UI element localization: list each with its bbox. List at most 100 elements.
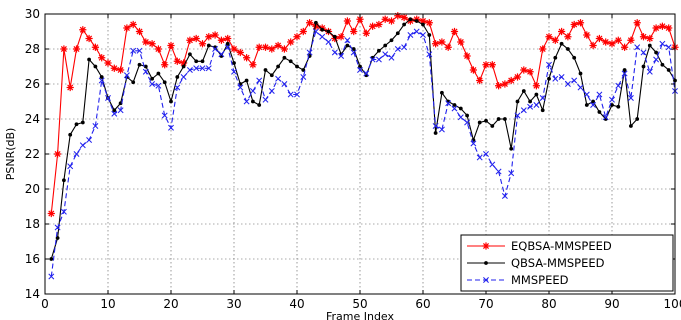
data-point xyxy=(300,74,307,80)
data-point xyxy=(136,47,143,54)
data-point xyxy=(205,65,212,72)
data-point xyxy=(79,26,87,34)
legend: EQBSA-MMSPEED QBSA-MMSPEED MMSPEED xyxy=(460,234,674,292)
data-point xyxy=(67,163,74,170)
data-point xyxy=(602,38,610,46)
y-tick-label: 18 xyxy=(25,217,40,231)
series-QBSA-MMSPEED xyxy=(49,17,677,261)
data-point xyxy=(457,114,464,121)
data-point xyxy=(420,32,426,38)
data-point xyxy=(299,27,307,36)
data-point xyxy=(275,75,282,82)
data-point xyxy=(262,96,269,103)
data-point xyxy=(513,73,522,81)
data-point xyxy=(188,52,192,57)
x-axis-label: Frame Index xyxy=(326,310,395,320)
x-tick-label: 60 xyxy=(415,297,430,311)
legend-marker xyxy=(484,261,488,265)
data-point xyxy=(552,75,559,82)
data-point xyxy=(577,84,584,91)
data-point xyxy=(653,56,660,63)
data-point xyxy=(280,45,288,53)
data-point xyxy=(62,178,66,183)
data-point xyxy=(400,13,408,22)
data-point xyxy=(589,41,597,50)
data-point xyxy=(129,20,137,29)
data-point xyxy=(595,34,603,43)
data-point xyxy=(532,82,540,90)
data-point xyxy=(154,45,162,53)
data-point xyxy=(553,55,558,60)
legend-label: EQBSA-MMSPEED xyxy=(511,239,612,253)
data-point xyxy=(175,75,180,79)
data-point xyxy=(249,61,257,69)
data-point xyxy=(167,41,175,50)
data-point xyxy=(98,54,106,62)
data-point xyxy=(551,36,559,44)
data-point xyxy=(79,142,86,149)
data-point xyxy=(350,27,358,36)
data-point xyxy=(634,44,641,51)
data-point xyxy=(614,36,622,44)
data-point xyxy=(666,68,671,72)
y-tick-label: 20 xyxy=(25,182,40,196)
data-point xyxy=(200,59,205,64)
data-point xyxy=(527,103,534,110)
data-point xyxy=(438,126,445,133)
data-point xyxy=(576,19,585,27)
data-point xyxy=(665,24,673,32)
data-point xyxy=(590,102,597,108)
data-point xyxy=(570,20,578,29)
data-point xyxy=(633,19,641,27)
data-point xyxy=(320,27,325,32)
data-point xyxy=(407,32,414,38)
data-point xyxy=(389,38,394,43)
data-point xyxy=(162,80,167,85)
data-point xyxy=(539,95,546,101)
x-tick-label: 90 xyxy=(604,297,619,311)
data-point xyxy=(383,43,388,48)
data-point xyxy=(269,73,274,78)
data-point xyxy=(268,88,275,94)
x-tick-label: 20 xyxy=(163,297,178,311)
data-point xyxy=(236,48,244,57)
series-MMSPEED xyxy=(48,28,678,280)
data-point xyxy=(261,43,270,51)
data-point xyxy=(332,34,337,39)
data-point xyxy=(93,64,98,69)
data-point xyxy=(509,146,514,151)
data-point xyxy=(344,37,351,44)
data-point xyxy=(665,44,672,51)
data-point xyxy=(438,38,446,46)
data-point xyxy=(421,22,425,27)
data-point xyxy=(47,209,55,218)
data-point xyxy=(578,71,583,76)
data-point xyxy=(149,81,156,87)
data-point xyxy=(496,117,501,121)
data-point xyxy=(369,56,376,63)
data-point xyxy=(186,36,194,44)
series-line xyxy=(50,15,676,214)
data-point xyxy=(60,208,67,215)
data-point xyxy=(387,17,396,25)
data-point xyxy=(495,168,502,175)
data-point xyxy=(351,47,356,51)
series-EQBSA-MMSPEED xyxy=(47,12,679,218)
data-point xyxy=(596,91,603,98)
data-point xyxy=(652,24,660,32)
data-point xyxy=(433,131,438,135)
data-point xyxy=(356,15,364,23)
data-point xyxy=(111,110,118,117)
data-point xyxy=(150,76,155,81)
data-point xyxy=(312,28,319,35)
data-point xyxy=(137,62,142,67)
data-point xyxy=(161,61,169,69)
legend-marker xyxy=(483,277,489,283)
data-point xyxy=(503,117,507,121)
data-point xyxy=(73,151,80,157)
data-point xyxy=(484,118,488,123)
series-line xyxy=(50,30,676,277)
data-point xyxy=(148,40,156,48)
data-point xyxy=(363,70,370,77)
